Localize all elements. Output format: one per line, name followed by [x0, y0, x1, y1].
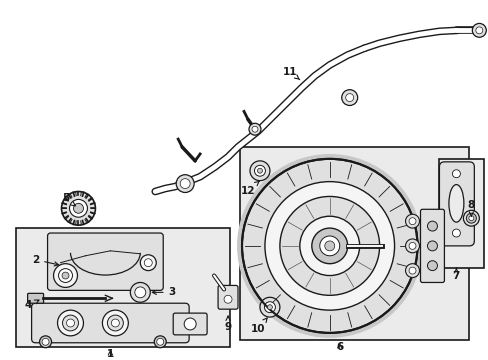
- Circle shape: [319, 236, 339, 256]
- Text: 8: 8: [467, 201, 474, 216]
- Bar: [439, 159, 483, 267]
- Circle shape: [427, 221, 437, 231]
- Circle shape: [66, 319, 74, 327]
- Circle shape: [254, 165, 265, 176]
- Ellipse shape: [448, 185, 463, 222]
- Circle shape: [107, 315, 123, 331]
- Circle shape: [471, 23, 486, 37]
- Circle shape: [184, 318, 196, 330]
- Text: 5: 5: [62, 193, 75, 206]
- Circle shape: [267, 305, 272, 310]
- Circle shape: [264, 182, 394, 310]
- FancyBboxPatch shape: [32, 303, 189, 343]
- Text: 1: 1: [106, 348, 114, 359]
- Circle shape: [324, 241, 334, 251]
- Circle shape: [475, 27, 482, 34]
- Circle shape: [427, 241, 437, 251]
- Circle shape: [405, 214, 419, 228]
- Circle shape: [157, 338, 163, 345]
- Circle shape: [408, 267, 415, 274]
- Circle shape: [249, 161, 269, 181]
- Circle shape: [140, 255, 156, 271]
- Circle shape: [463, 210, 478, 226]
- Circle shape: [299, 216, 359, 275]
- Circle shape: [144, 259, 152, 267]
- Text: 2: 2: [32, 255, 59, 266]
- Circle shape: [242, 159, 417, 333]
- Circle shape: [248, 123, 261, 135]
- Circle shape: [341, 90, 357, 105]
- Text: 10: 10: [250, 318, 266, 334]
- Circle shape: [176, 175, 194, 193]
- Circle shape: [345, 94, 353, 102]
- Text: 12: 12: [240, 181, 259, 195]
- Circle shape: [251, 126, 258, 132]
- Text: 4: 4: [25, 300, 39, 310]
- Circle shape: [40, 336, 51, 348]
- Circle shape: [257, 168, 262, 173]
- FancyBboxPatch shape: [420, 209, 444, 283]
- Circle shape: [53, 264, 77, 287]
- Circle shape: [405, 264, 419, 278]
- Circle shape: [62, 315, 78, 331]
- Text: 11: 11: [282, 67, 299, 80]
- Circle shape: [130, 283, 150, 302]
- FancyBboxPatch shape: [218, 285, 238, 309]
- FancyBboxPatch shape: [47, 233, 163, 291]
- Circle shape: [224, 295, 232, 303]
- Bar: [240, 147, 468, 340]
- Text: 7: 7: [452, 268, 459, 280]
- Circle shape: [237, 154, 422, 338]
- Text: 9: 9: [224, 316, 231, 332]
- Circle shape: [279, 197, 379, 295]
- Circle shape: [260, 297, 279, 317]
- Circle shape: [154, 336, 166, 348]
- FancyBboxPatch shape: [439, 162, 473, 246]
- Circle shape: [59, 269, 72, 283]
- Circle shape: [58, 310, 83, 336]
- Circle shape: [73, 203, 83, 213]
- Circle shape: [311, 228, 347, 264]
- Circle shape: [451, 229, 459, 237]
- Text: 3: 3: [152, 287, 176, 297]
- Circle shape: [427, 261, 437, 271]
- Text: 6: 6: [335, 342, 343, 352]
- Circle shape: [111, 319, 119, 327]
- Circle shape: [102, 310, 128, 336]
- Circle shape: [42, 338, 49, 345]
- FancyBboxPatch shape: [27, 293, 43, 303]
- Circle shape: [451, 170, 459, 178]
- Circle shape: [408, 218, 415, 225]
- Circle shape: [62, 272, 69, 279]
- FancyBboxPatch shape: [173, 313, 207, 335]
- Circle shape: [180, 179, 190, 189]
- Circle shape: [405, 239, 419, 253]
- Circle shape: [61, 192, 95, 225]
- Circle shape: [69, 199, 87, 217]
- Circle shape: [468, 216, 473, 221]
- Circle shape: [408, 242, 415, 249]
- Circle shape: [264, 302, 275, 312]
- Circle shape: [135, 287, 145, 298]
- Bar: [16, 228, 229, 347]
- Circle shape: [466, 213, 475, 223]
